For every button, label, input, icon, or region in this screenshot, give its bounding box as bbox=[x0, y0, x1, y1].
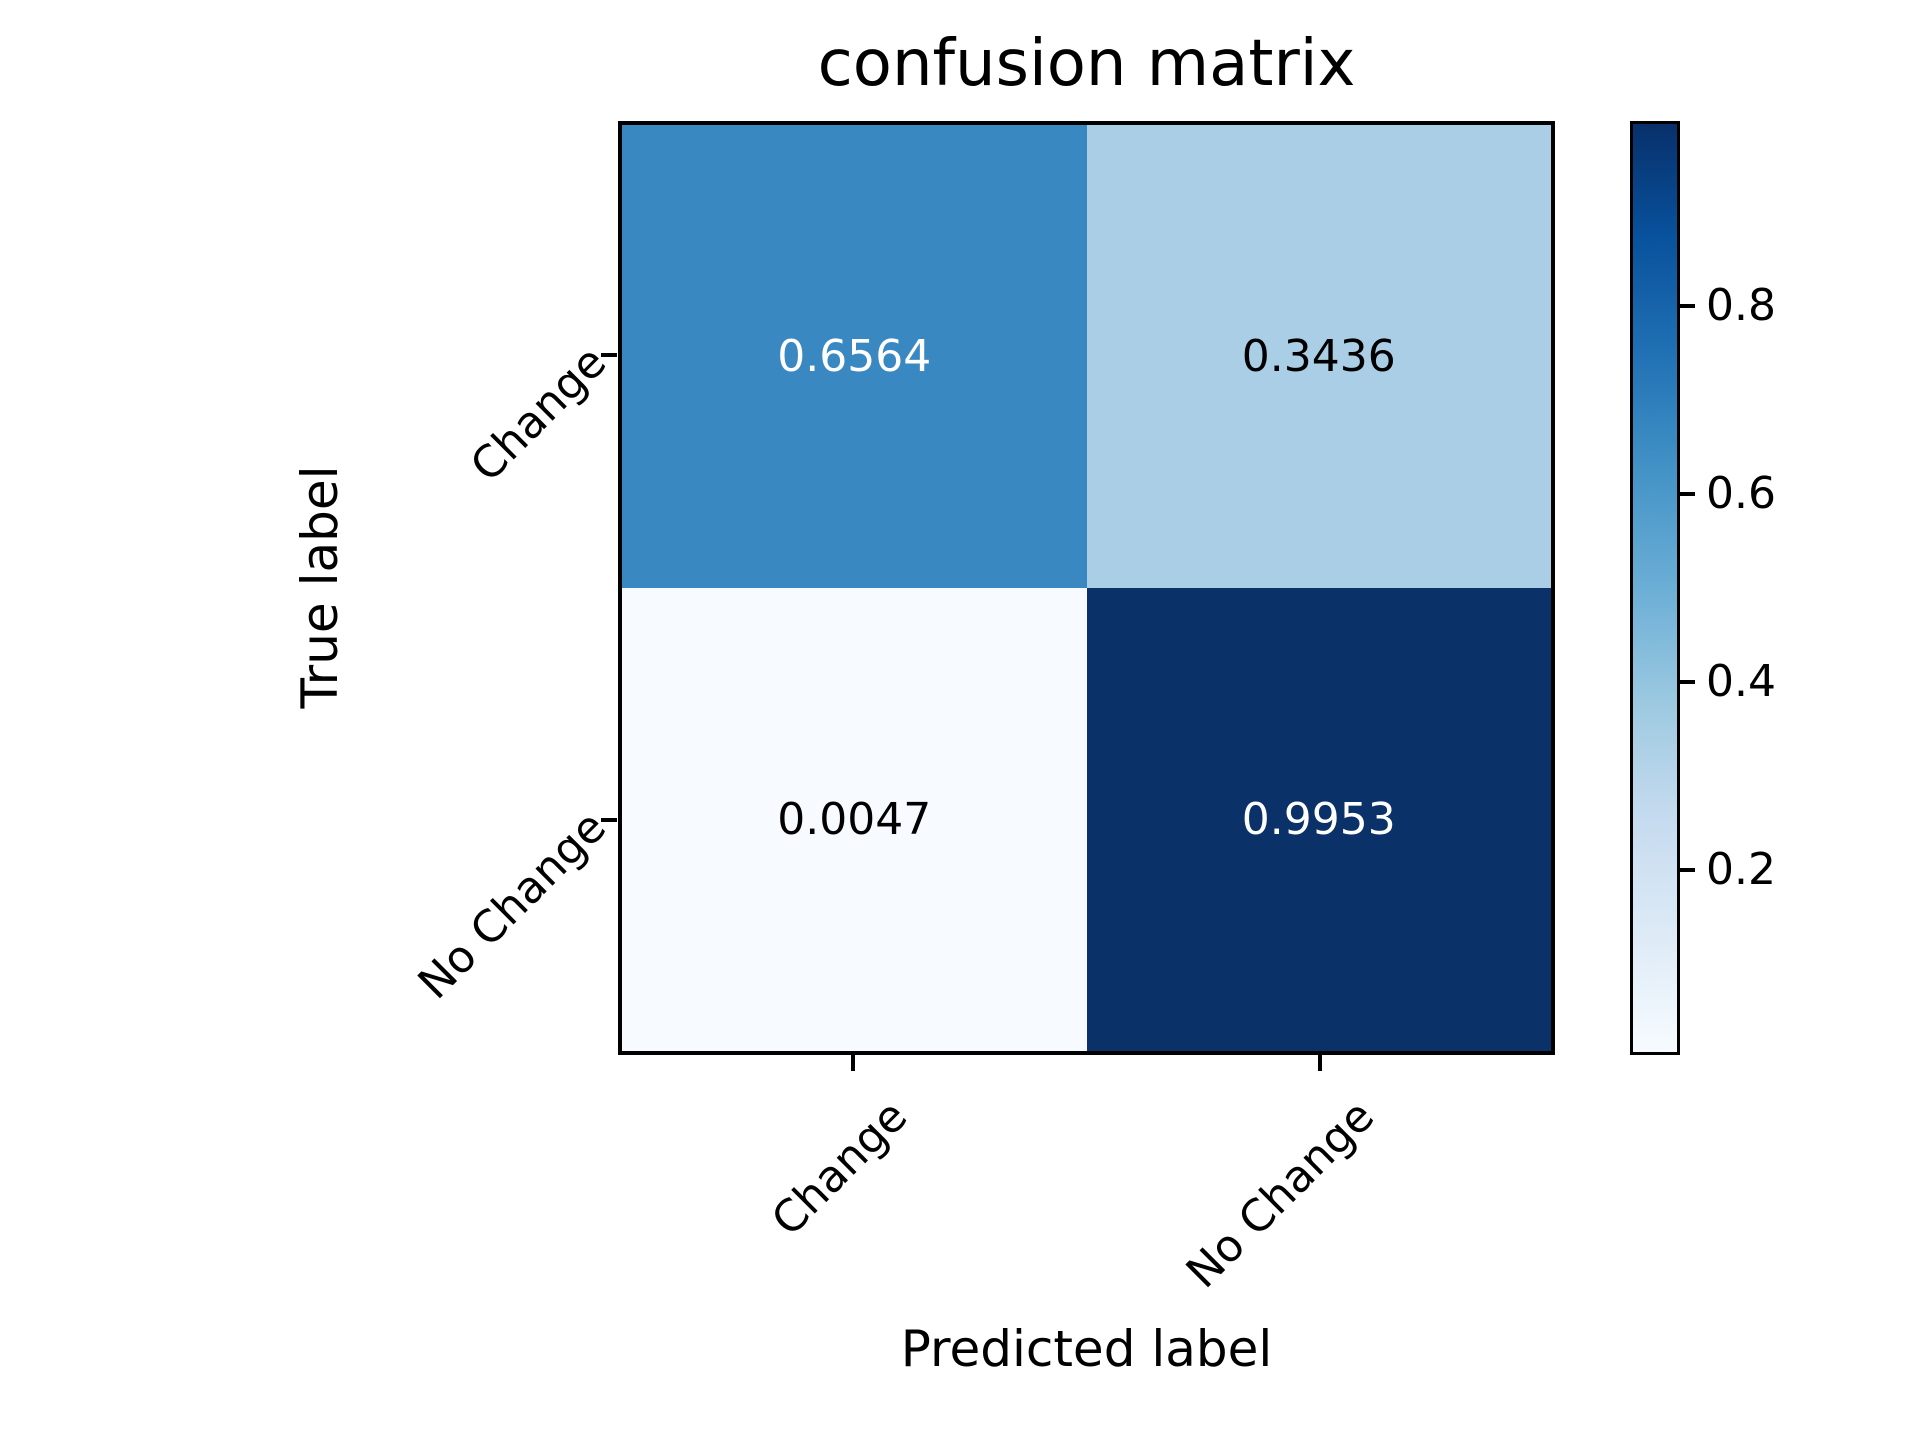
colorbar-tick-mark bbox=[1680, 680, 1695, 684]
y-tick-mark bbox=[601, 818, 617, 822]
colorbar-tick-mark bbox=[1680, 868, 1695, 872]
heatmap-cell: 0.9953 bbox=[1086, 588, 1551, 1051]
heatmap: 0.6564 0.3436 0.0047 0.9953 bbox=[618, 121, 1555, 1055]
chart-title: confusion matrix bbox=[817, 27, 1356, 101]
x-axis-label: Predicted label bbox=[900, 1320, 1273, 1378]
x-tick-label: Change bbox=[761, 1090, 917, 1246]
colorbar bbox=[1630, 121, 1680, 1055]
x-tick-mark bbox=[1318, 1055, 1322, 1071]
y-tick-mark bbox=[601, 353, 617, 357]
heatmap-cell: 0.3436 bbox=[1086, 125, 1551, 588]
y-tick-label: Change bbox=[460, 336, 616, 492]
colorbar-tick-label: 0.4 bbox=[1706, 656, 1776, 707]
x-tick-label: No Change bbox=[1176, 1090, 1384, 1299]
y-tick-label: No Change bbox=[408, 801, 616, 1009]
colorbar-tick-mark bbox=[1680, 304, 1695, 308]
colorbar-tick-label: 0.2 bbox=[1706, 844, 1776, 895]
x-tick-mark bbox=[851, 1055, 855, 1071]
colorbar-tick-mark bbox=[1680, 492, 1695, 496]
heatmap-cell: 0.0047 bbox=[622, 588, 1087, 1051]
colorbar-tick-label: 0.6 bbox=[1706, 468, 1776, 519]
colorbar-tick-label: 0.8 bbox=[1706, 280, 1776, 331]
y-axis-label: True label bbox=[291, 465, 349, 709]
heatmap-cell: 0.6564 bbox=[622, 125, 1087, 588]
